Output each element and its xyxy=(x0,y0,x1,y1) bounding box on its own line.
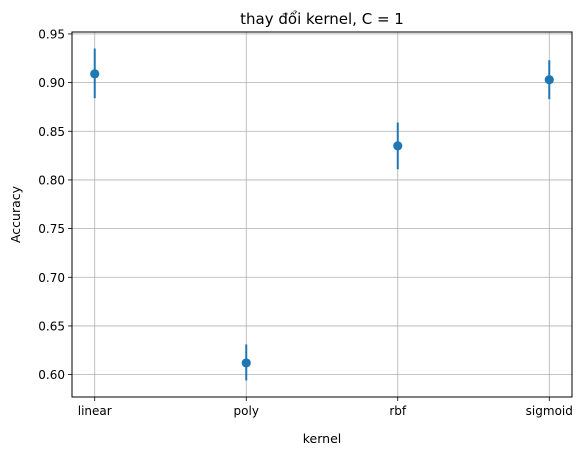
x-tick-label: poly xyxy=(234,404,259,418)
x-tick-label: sigmoid xyxy=(526,404,573,418)
y-axis-ticks: 0.60 0.65 0.70 0.75 0.80 0.85 0.90 0.95 xyxy=(38,27,72,382)
x-axis-ticks: linear poly rbf sigmoid xyxy=(78,397,573,418)
y-tick-label: 0.95 xyxy=(38,27,65,41)
axes-frame xyxy=(71,31,573,398)
y-axis-label: Accuracy xyxy=(8,185,23,243)
y-tick-label: 0.90 xyxy=(38,76,65,90)
y-tick-label: 0.85 xyxy=(38,125,65,139)
x-axis-label: kernel xyxy=(303,431,342,446)
y-tick-label: 0.60 xyxy=(38,368,65,382)
data-point xyxy=(241,358,251,368)
x-tick-label: rbf xyxy=(389,404,407,418)
data-point xyxy=(544,75,554,85)
y-tick-label: 0.80 xyxy=(38,173,65,187)
data-point xyxy=(393,141,403,151)
y-tick-label: 0.75 xyxy=(38,222,65,236)
y-tick-label: 0.70 xyxy=(38,271,65,285)
chart-title: thay đổi kernel, C = 1 xyxy=(240,10,404,28)
data-point xyxy=(90,69,100,79)
plot-area xyxy=(90,48,554,381)
y-tick-label: 0.65 xyxy=(38,319,65,333)
x-tick-label: linear xyxy=(78,404,112,418)
